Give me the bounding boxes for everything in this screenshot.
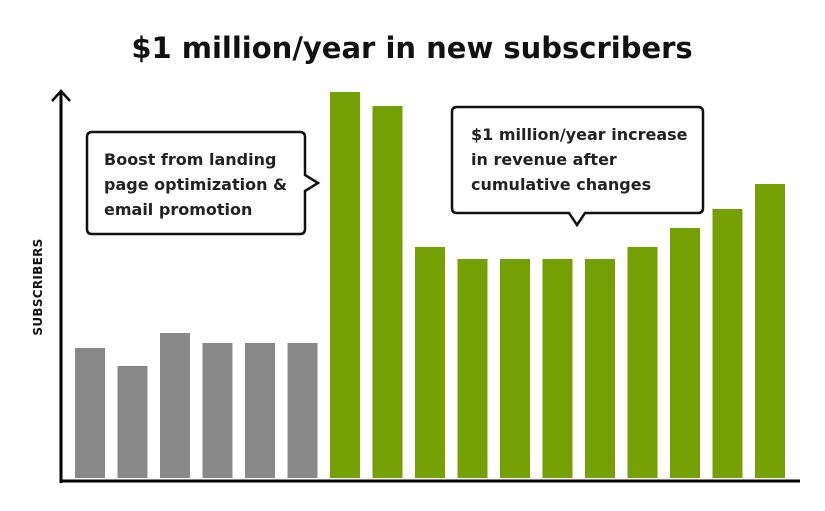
- bar-after-10: [457, 259, 488, 478]
- bar-after-9: [415, 247, 445, 478]
- chart-title: $1 million/year in new subscribers: [131, 31, 692, 65]
- callout-line: in revenue after: [471, 150, 617, 169]
- bar-after-13: [585, 259, 615, 478]
- bar-after-8: [372, 106, 403, 478]
- bar-before-1: [75, 348, 105, 478]
- y-axis-arrow-icon: [51, 89, 71, 102]
- bar-after-7: [330, 92, 360, 478]
- bar-before-6: [287, 343, 318, 478]
- bars: [75, 92, 785, 478]
- callout-line: email promotion: [104, 200, 252, 219]
- callout-line: $1 million/year increase: [471, 125, 688, 144]
- bar-after-14: [627, 247, 658, 478]
- callout-revenue-increase: $1 million/year increase in revenue afte…: [450, 105, 705, 228]
- bar-before-5: [245, 343, 275, 478]
- bar-after-12: [542, 259, 573, 478]
- callout-line: cumulative changes: [471, 175, 651, 194]
- bar-before-3: [160, 333, 190, 478]
- y-axis-label: SUBSCRIBERS: [31, 238, 45, 335]
- bar-after-17: [755, 184, 785, 478]
- callout-landing-page: Boost from landing page optimization & e…: [85, 130, 321, 236]
- bar-after-15: [670, 228, 700, 478]
- callout-line: Boost from landing: [104, 150, 276, 169]
- bar-after-11: [500, 259, 530, 478]
- callout-line: page optimization &: [104, 175, 287, 194]
- bar-before-4: [202, 343, 233, 478]
- bar-after-16: [712, 209, 743, 478]
- bar-before-2: [117, 366, 148, 478]
